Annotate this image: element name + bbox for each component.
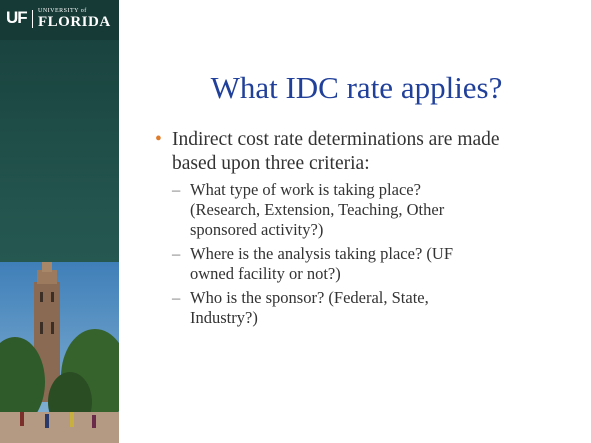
- slide: UF UNIVERSITY of FLORIDA What IDC rate a…: [0, 0, 591, 443]
- sub-bullet: Where is the analysis taking place? (UF …: [172, 244, 490, 284]
- bullet: Indirect cost rate determinations are ma…: [155, 128, 502, 176]
- sub-bullet: Who is the sponsor? (Federal, State, Ind…: [172, 288, 490, 328]
- logo-mark: UF: [6, 8, 27, 28]
- logo: UF UNIVERSITY of FLORIDA: [0, 0, 119, 40]
- logo-separator: [32, 10, 33, 28]
- campus-photo: [0, 262, 119, 443]
- logo-name: FLORIDA: [38, 14, 111, 31]
- sub-bullets: What type of work is taking place? (Rese…: [155, 180, 575, 328]
- divider: [119, 0, 122, 443]
- sidebar: UF UNIVERSITY of FLORIDA: [0, 0, 119, 443]
- sub-bullet: What type of work is taking place? (Rese…: [172, 180, 490, 240]
- content: Indirect cost rate determinations are ma…: [155, 128, 575, 332]
- slide-title: What IDC rate applies?: [122, 70, 591, 106]
